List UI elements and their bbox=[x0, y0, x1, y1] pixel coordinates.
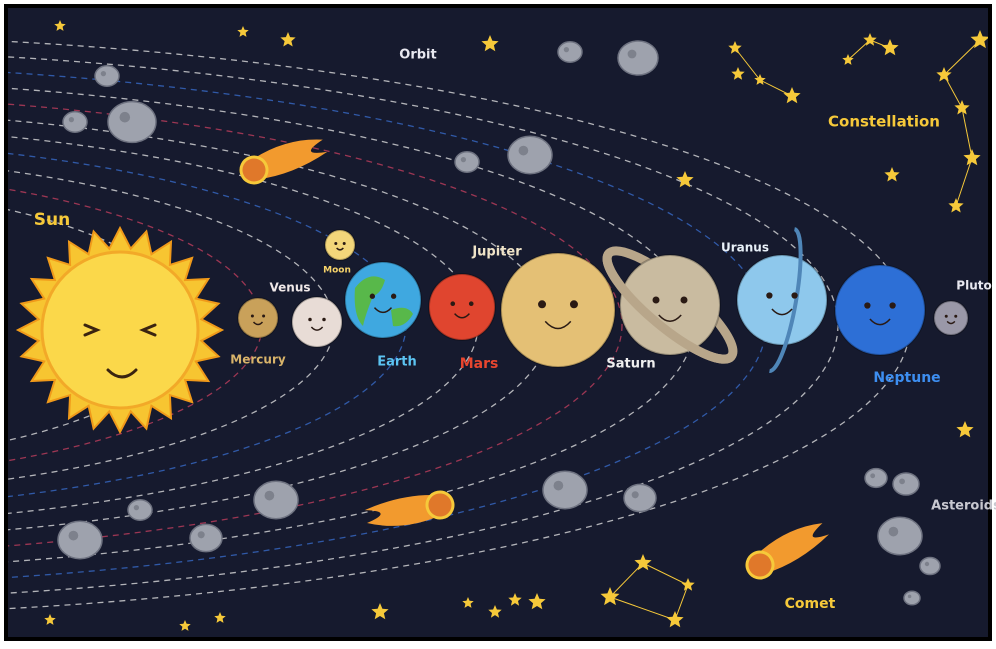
pluto-label: Pluto bbox=[956, 279, 991, 293]
asteroid bbox=[508, 136, 552, 173]
venus-label: Venus bbox=[270, 281, 311, 295]
eye bbox=[954, 315, 957, 318]
eye bbox=[864, 302, 870, 308]
uranus bbox=[737, 255, 827, 345]
asteroid-crater bbox=[198, 531, 205, 538]
eye bbox=[322, 318, 326, 322]
asteroid-crater bbox=[461, 157, 466, 162]
neptune bbox=[835, 265, 925, 355]
comet-label: Comet bbox=[785, 596, 836, 612]
asteroids-label: Asteroids bbox=[931, 499, 996, 514]
eye bbox=[653, 297, 660, 304]
eye bbox=[343, 242, 346, 245]
eye bbox=[391, 294, 396, 299]
moon bbox=[325, 230, 355, 260]
jupiter-label: Jupiter bbox=[471, 245, 522, 260]
asteroid-crater bbox=[870, 473, 875, 478]
pluto bbox=[934, 301, 968, 335]
venus bbox=[292, 297, 342, 347]
eye bbox=[945, 315, 948, 318]
eye bbox=[469, 301, 474, 306]
asteroid bbox=[95, 66, 119, 86]
asteroid-crater bbox=[134, 505, 139, 510]
asteroid-crater bbox=[101, 71, 106, 76]
illustration: Orbit Sun Mercury Venus Moon Earth Mars … bbox=[0, 0, 996, 645]
eye bbox=[681, 297, 688, 304]
mars bbox=[429, 274, 495, 340]
asteroid bbox=[108, 102, 156, 143]
asteroid bbox=[878, 517, 922, 554]
asteroid bbox=[893, 473, 919, 495]
sun bbox=[42, 252, 198, 408]
orbit-label: Orbit bbox=[399, 48, 436, 63]
asteroid bbox=[455, 152, 479, 172]
eye bbox=[370, 294, 375, 299]
asteroid bbox=[190, 524, 222, 551]
moon-label: Moon bbox=[323, 266, 351, 276]
asteroid bbox=[558, 42, 582, 62]
saturn-label: Saturn bbox=[606, 357, 655, 372]
asteroid-crater bbox=[632, 491, 639, 498]
jupiter bbox=[501, 253, 615, 367]
eye bbox=[538, 300, 546, 308]
earth-label: Earth bbox=[377, 355, 417, 370]
asteroid bbox=[63, 112, 87, 132]
asteroid-crater bbox=[899, 479, 905, 485]
eye bbox=[766, 292, 772, 298]
uranus-label: Uranus bbox=[721, 241, 769, 255]
eye bbox=[889, 302, 895, 308]
asteroid-crater bbox=[628, 50, 637, 59]
eye bbox=[251, 315, 254, 318]
asteroid-crater bbox=[554, 481, 564, 491]
constellation-label: Constellation bbox=[828, 113, 940, 131]
eye bbox=[262, 315, 265, 318]
asteroid bbox=[865, 469, 887, 488]
asteroid-crater bbox=[265, 491, 275, 501]
asteroid bbox=[920, 558, 940, 575]
mercury bbox=[238, 298, 278, 338]
eye bbox=[570, 300, 578, 308]
sun-label: Sun bbox=[34, 210, 70, 230]
eye bbox=[334, 242, 337, 245]
asteroid bbox=[618, 41, 658, 75]
asteroid bbox=[254, 481, 298, 518]
asteroid bbox=[543, 471, 587, 508]
mars-label: Mars bbox=[460, 356, 499, 372]
asteroid-crater bbox=[69, 531, 79, 541]
asteroid-crater bbox=[925, 562, 929, 566]
asteroid-crater bbox=[120, 112, 131, 123]
neptune-label: Neptune bbox=[873, 370, 940, 386]
asteroid bbox=[624, 484, 656, 511]
eye bbox=[791, 292, 797, 298]
asteroid-crater bbox=[519, 146, 529, 156]
asteroid bbox=[58, 521, 102, 558]
asteroid-crater bbox=[69, 117, 74, 122]
eye bbox=[450, 301, 455, 306]
asteroid bbox=[128, 500, 152, 520]
asteroid-crater bbox=[889, 527, 899, 537]
mercury-label: Mercury bbox=[230, 353, 286, 367]
asteroid bbox=[904, 591, 920, 605]
asteroid-crater bbox=[564, 47, 569, 52]
page: Orbit Sun Mercury Venus Moon Earth Mars … bbox=[0, 0, 996, 645]
eye bbox=[308, 318, 312, 322]
asteroid-crater bbox=[908, 595, 912, 599]
